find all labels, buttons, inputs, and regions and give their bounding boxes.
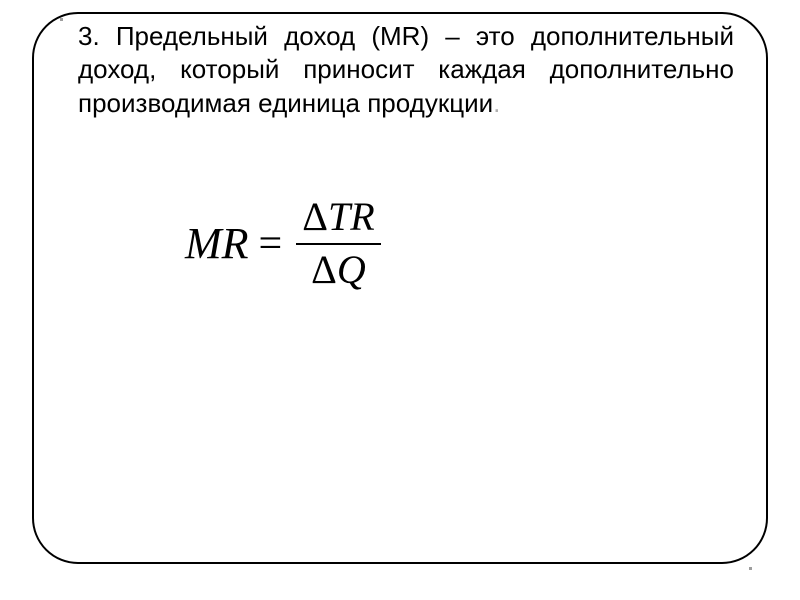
fraction-bar bbox=[296, 243, 380, 245]
corner-marker-bottom-right bbox=[749, 567, 752, 570]
formula-fraction: ΔTR ΔQ bbox=[296, 195, 380, 293]
formula-equals: = bbox=[259, 220, 283, 268]
formula-denominator: ΔQ bbox=[305, 248, 372, 293]
slide: 3. Предельный доход (MR) – это дополните… bbox=[0, 0, 800, 600]
corner-marker-top-left bbox=[60, 18, 63, 21]
delta-icon: Δ bbox=[311, 247, 337, 292]
definition-trailing-dot: . bbox=[493, 88, 500, 118]
formula-denominator-var: Q bbox=[337, 247, 366, 292]
formula-lhs: MR bbox=[185, 218, 249, 269]
definition-text: 3. Предельный доход (MR) – это дополните… bbox=[78, 20, 734, 120]
formula-mr: MR = ΔTR ΔQ bbox=[185, 195, 381, 293]
definition-body: 3. Предельный доход (MR) – это дополните… bbox=[78, 21, 734, 118]
delta-icon: Δ bbox=[302, 194, 328, 239]
formula-numerator: ΔTR bbox=[296, 195, 380, 240]
formula-numerator-var: TR bbox=[328, 194, 375, 239]
